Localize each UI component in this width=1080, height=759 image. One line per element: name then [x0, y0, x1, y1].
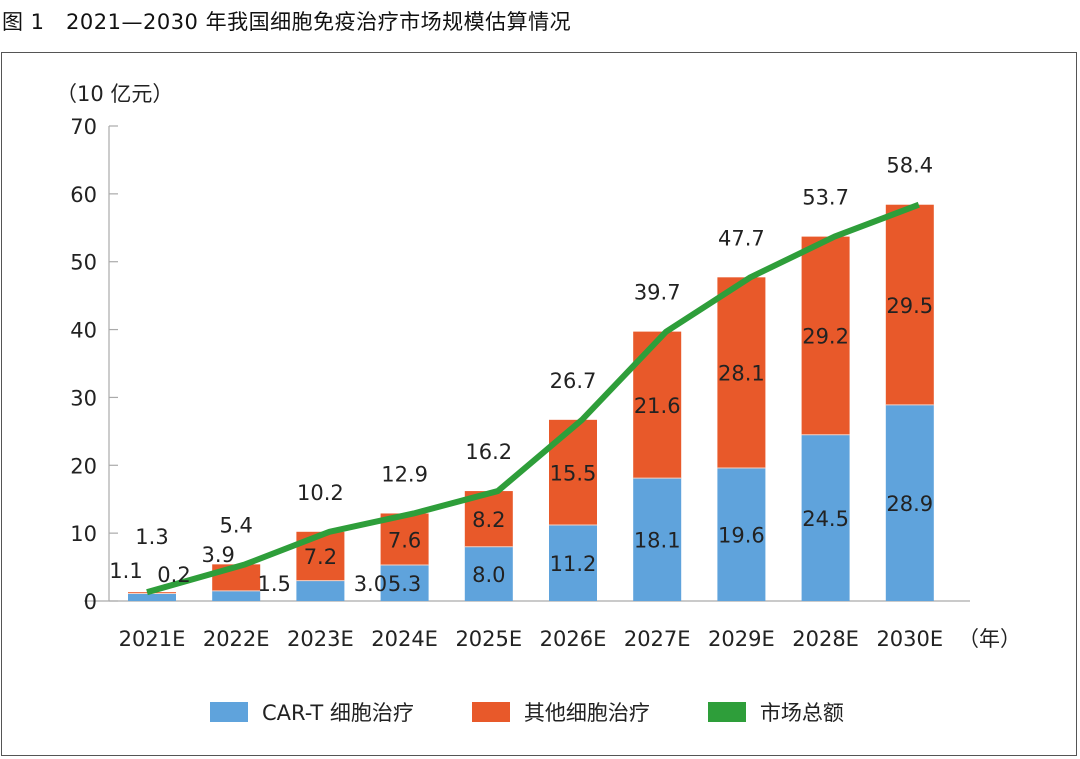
- legend-swatch-other: [471, 702, 510, 722]
- y-tick-label: 40: [70, 319, 97, 343]
- cart-value-label: 28.9: [886, 492, 933, 516]
- legend-swatch-total: [707, 702, 746, 722]
- y-tick-label: 20: [70, 454, 97, 478]
- y-tick-label: 10: [70, 522, 97, 546]
- legend-item-cart: CAR-T 细胞治疗: [210, 697, 414, 727]
- bar-other: [380, 513, 429, 566]
- bar-cart: [128, 593, 176, 601]
- other-value-label: 29.5: [886, 294, 933, 318]
- y-axis-unit-label: （10 亿元）: [56, 82, 173, 106]
- data-labels: 1.3 1.1 0.2 5.4 3.9 1.5 10.2 7.2 3.0 12.9 5.3 7.6 16…: [109, 154, 933, 596]
- other-value-label: 15.5: [550, 461, 597, 485]
- total-value-label: 39.7: [634, 281, 681, 305]
- cart-value-label: 18.1: [634, 529, 681, 553]
- x-tick-label: 2025E: [455, 627, 522, 651]
- x-tick-label: 2021E: [119, 627, 186, 651]
- x-tick-label: 2022E: [203, 627, 270, 651]
- cart-value-label: 1.1: [109, 559, 142, 583]
- bar-cart: [296, 580, 345, 601]
- cart-value-label: 8.0: [472, 563, 505, 587]
- total-value-label: 58.4: [886, 154, 933, 178]
- other-value-label: 7.2: [304, 545, 337, 569]
- other-value-label: 21.6: [634, 394, 681, 418]
- cart-value-label: 24.5: [802, 507, 849, 531]
- y-tick-label: 50: [70, 251, 97, 275]
- x-tick-label: 2026E: [540, 627, 607, 651]
- bar-cart: [885, 404, 934, 601]
- x-axis-unit-label: （年）: [958, 627, 1021, 651]
- bar-cart: [549, 525, 597, 601]
- legend-label-other: 其他细胞治疗: [523, 701, 650, 725]
- other-value-label: 7.6: [388, 528, 421, 552]
- total-value-label: 10.2: [297, 481, 344, 505]
- bar-cart: [717, 468, 766, 601]
- total-value-label: 47.7: [718, 226, 765, 250]
- bar-other: [717, 277, 766, 468]
- bar-cart: [464, 546, 513, 601]
- cart-value-label: 5.3: [388, 572, 421, 596]
- bar-other: [801, 236, 850, 435]
- other-value-label: 8.2: [472, 508, 505, 532]
- bar-cart: [801, 434, 850, 601]
- figure-title: 图 1 2021—2030 年我国细胞免疫治疗市场规模估算情况: [2, 10, 572, 34]
- total-polyline: [146, 201, 920, 596]
- cart-value-label: 1.5: [257, 572, 290, 596]
- legend-swatch-cart: [210, 702, 248, 722]
- y-tick-label: 30: [70, 386, 97, 410]
- x-tick-label: 2028E: [792, 627, 859, 651]
- x-tick-label: 2023E: [287, 627, 354, 651]
- cart-value-label: 19.6: [718, 524, 765, 548]
- total-value-label: 1.3: [135, 525, 168, 549]
- y-tick-label: 60: [70, 183, 97, 207]
- total-value-label: 12.9: [381, 462, 428, 486]
- cart-value-label: 11.2: [550, 552, 597, 576]
- bar-cart: [633, 478, 682, 601]
- other-value-label: 3.9: [201, 543, 234, 567]
- total-value-label: 26.7: [550, 369, 597, 393]
- legend-item-other: 其他细胞治疗: [471, 697, 650, 727]
- total-value-label: 16.2: [465, 440, 512, 464]
- x-tick-label: 2024E: [371, 627, 438, 651]
- other-value-label: 29.2: [802, 325, 849, 349]
- chart-frame: [1, 52, 1077, 756]
- other-value-label: 28.1: [718, 362, 765, 386]
- y-tick-label: 0: [84, 590, 97, 614]
- y-tick-label: 70: [70, 115, 97, 139]
- total-value-label: 53.7: [802, 186, 849, 210]
- legend: CAR-T 细胞治疗 其他细胞治疗 市场总额: [210, 697, 902, 727]
- bar-cart: [380, 565, 429, 601]
- legend-item-total: 市场总额: [707, 697, 844, 727]
- bar-other: [885, 204, 934, 405]
- x-tick-label: 2029E: [708, 627, 775, 651]
- total-line: [146, 201, 920, 596]
- legend-label-total: 市场总额: [759, 701, 844, 725]
- bar-cart: [212, 590, 261, 601]
- x-tick-label: 2030E: [876, 627, 943, 651]
- bars: [128, 204, 934, 601]
- cart-value-label: 3.0: [354, 572, 387, 596]
- total-value-label: 5.4: [219, 513, 252, 537]
- legend-label-cart: CAR-T 细胞治疗: [262, 701, 414, 725]
- other-value-label: 0.2: [157, 563, 190, 587]
- x-tick-label: 2027E: [624, 627, 691, 651]
